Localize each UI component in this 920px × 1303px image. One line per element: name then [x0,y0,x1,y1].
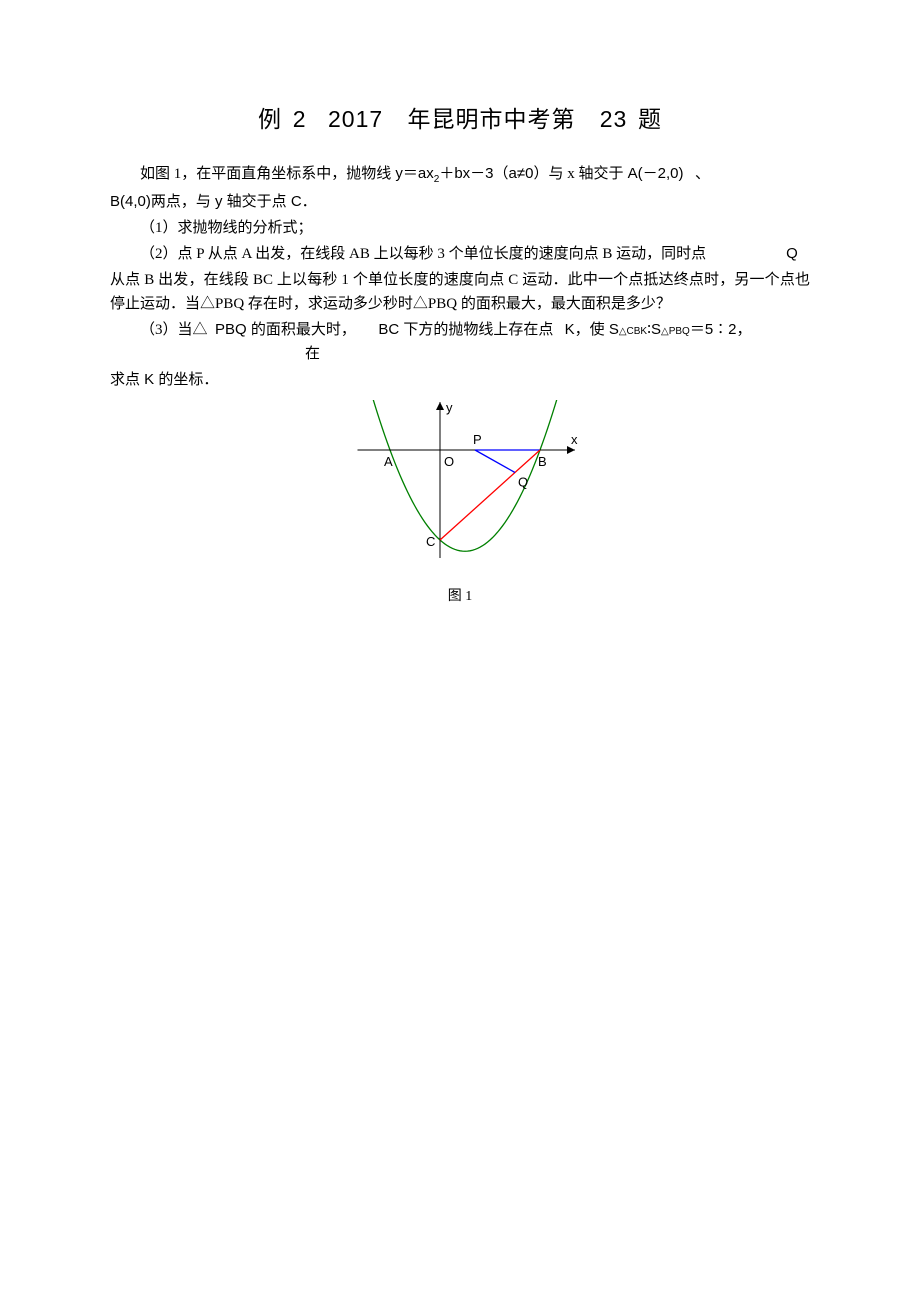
svg-text:y: y [446,400,453,415]
svg-text:B: B [538,454,547,469]
svg-text:P: P [473,432,482,447]
svg-text:A: A [384,454,393,469]
q2a-text: （2）点 P 从点 A 出发，在线段 AB 上以每秒 3 个单位长度的速度向点 … [140,246,706,262]
parabola-diagram: y x A O B P Q C [330,400,590,570]
q3-c: 在 [305,342,810,366]
paragraph-2: B(4,0)两点，与 y 轴交于点 C． [110,190,810,214]
question-2b: 从点 B 出发，在线段 BC 上以每秒 1 个单位长度的速度向点 C 运动．此中… [110,268,810,316]
question-3: （3）当△ PBQ 的面积最大时， BC 下方的抛物线上存在点 K，使 S△CB… [110,318,810,366]
page-title: 例 2 2017 年昆明市中考第 23 题 [110,100,810,134]
p1-a: 如图 1，在平面直角坐标系中，抛物线 [140,166,391,182]
q3-e: K，使 [565,321,605,338]
question-number: 23 [600,106,628,132]
q3-g: △CBK [619,326,647,337]
q3-j: ＝5∶2， [690,321,752,338]
problem-body: 如图 1，在平面直角坐标系中，抛物线 y＝ax2＋bx－3（a≠0）与 x 轴交… [110,162,810,392]
question-4: 求点 K 的坐标． [110,368,810,392]
svg-text:x: x [571,432,578,447]
q3-i: △PBQ [661,326,690,337]
example-number: 2 [293,106,307,132]
title-mid: 年昆明市中考第 [407,107,575,132]
p1-c: A(－2,0) [623,165,683,182]
svg-text:O: O [444,454,454,469]
q2-q: Q [756,242,798,266]
figure-1: y x A O B P Q C [330,400,590,575]
title-prefix: 例 [258,107,282,132]
q4-text: 求点 K 的坐标． [110,371,218,388]
dun-mark: 、 [695,162,710,186]
q3-h: ∶S [647,321,661,338]
q3-f: S [605,321,619,338]
figure-caption: 图 1 [110,585,810,605]
q3-b: PBQ 的面积最大时， [215,321,356,338]
paragraph-1: 如图 1，在平面直角坐标系中，抛物线 y＝ax2＋bx－3（a≠0）与 x 轴交… [110,162,810,188]
question-2a: （2）点 P 从点 A 出发，在线段 AB 上以每秒 3 个单位长度的速度向点 … [110,242,810,266]
q1-text: （1）求抛物线的分析式； [140,220,313,236]
p2-text: B(4,0)两点，与 y 轴交于点 C． [110,193,317,210]
formula-2: ＋bx－3（a≠0） [439,165,548,182]
q2b-text: 从点 B 出发，在线段 BC 上以每秒 1 个单位长度的速度向点 C 运动．此中… [110,272,810,312]
figure-container: y x A O B P Q C 图 1 [110,400,810,605]
svg-text:C: C [426,534,435,549]
title-suffix: 题 [638,107,662,132]
svg-text:Q: Q [518,475,528,490]
formula-1: y＝ax [391,165,434,182]
p1-b: 与 x 轴交于 [548,166,623,182]
q3-d: BC 下方的抛物线上存在点 [378,321,553,338]
q3-a: （3）当△ [140,322,208,338]
question-1: （1）求抛物线的分析式； [110,216,810,240]
title-year: 2017 [328,106,383,132]
